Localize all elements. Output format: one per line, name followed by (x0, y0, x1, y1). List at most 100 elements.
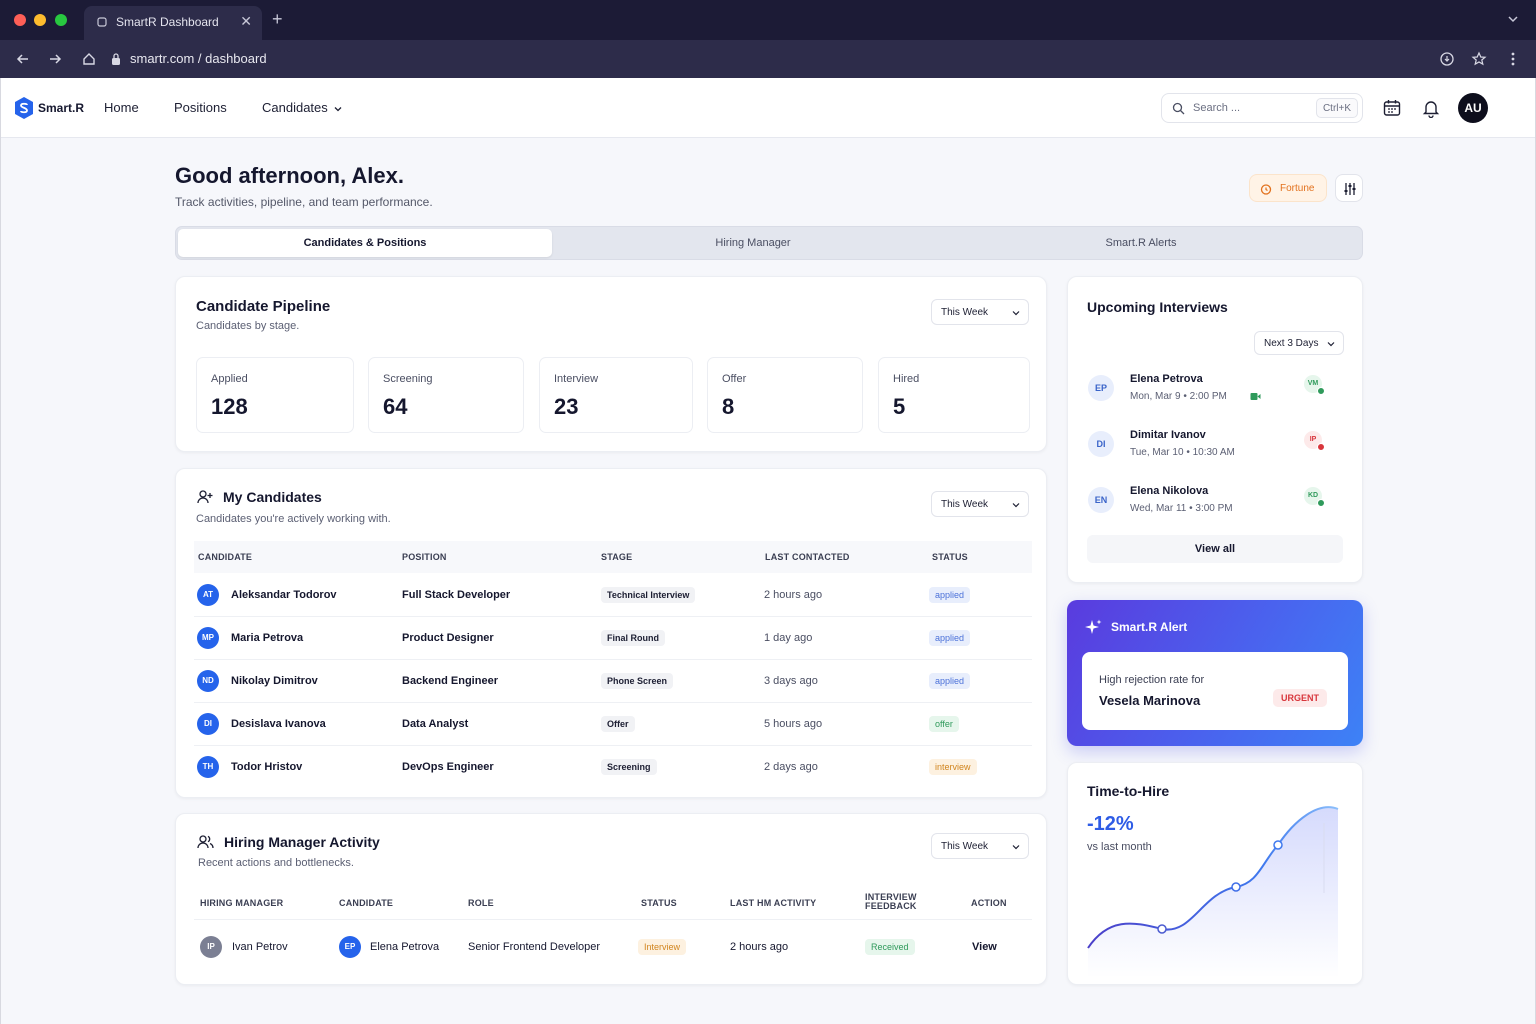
close-tab-icon[interactable]: ✕ (240, 13, 252, 29)
chart-point[interactable] (1273, 840, 1283, 850)
candidate-avatar: ND (197, 670, 219, 692)
interview-time: Mon, Mar 9 • 2:00 PM (1130, 391, 1227, 402)
interviewer-initials: IP (1309, 436, 1317, 443)
stat-hired[interactable]: Hired 5 (878, 357, 1030, 433)
interview-candidate-name: Elena Nikolova (1130, 485, 1209, 497)
pipeline-range-select[interactable]: This Week (931, 299, 1029, 325)
interview-time: Wed, Mar 11 • 3:00 PM (1130, 503, 1233, 514)
my-candidates-range-select[interactable]: This Week (931, 491, 1029, 517)
browser-titlebar: SmartR Dashboard ✕ + (0, 0, 1536, 40)
interviewer-badge: IP (1304, 431, 1325, 451)
tab-candidates-positions[interactable]: Candidates & Positions (178, 229, 552, 257)
interviewer-initials: VM (1307, 380, 1319, 387)
candidate-name[interactable]: Nikolay Dimitrov (231, 675, 318, 687)
stat-value: 64 (383, 394, 408, 419)
nav-link-candidates[interactable]: Candidates (262, 100, 342, 115)
my-candidates-subtitle: Candidates you're actively working with. (196, 513, 391, 525)
view-all-button[interactable]: View all (1087, 535, 1343, 563)
table-row[interactable]: AT Aleksandar Todorov Full Stack Developer… (194, 574, 1032, 617)
sliders-icon (1344, 183, 1356, 195)
interviewer-badge: KD (1304, 487, 1325, 507)
user-avatar[interactable]: AU (1458, 93, 1488, 123)
stat-interview[interactable]: Interview 23 (539, 357, 693, 433)
table-row[interactable]: MP Maria Petrova Product Designer Final Rou… (194, 617, 1032, 660)
tab-title: SmartR Dashboard (116, 15, 219, 29)
lock-icon (112, 53, 120, 65)
table-row[interactable]: ND Nikolay Dimitrov Backend Engineer Phone … (194, 660, 1032, 703)
stat-offer[interactable]: Offer 8 (707, 357, 863, 433)
fortune-button[interactable]: Fortune (1249, 174, 1327, 202)
stage-chip: Final Round (601, 630, 665, 646)
stat-applied[interactable]: Applied 128 (196, 357, 354, 433)
chevron-down-icon[interactable] (1506, 12, 1520, 26)
interview-candidate-name: Elena Petrova (1130, 373, 1203, 385)
smartr-alert-card[interactable]: Smart.R Alert High rejection rate for Ve… (1067, 600, 1363, 746)
hm-activity-range-value: This Week (941, 841, 989, 852)
interviews-range-select[interactable]: Next 3 Days (1254, 331, 1344, 355)
candidate-name[interactable]: Maria Petrova (231, 632, 304, 644)
star-icon[interactable] (1470, 50, 1488, 68)
hm-activity-range-select[interactable]: This Week (931, 833, 1029, 859)
chart-point[interactable] (1157, 924, 1167, 934)
candidate-name[interactable]: Todor Hristov (231, 761, 303, 773)
close-window-button[interactable] (14, 14, 26, 26)
stat-screening[interactable]: Screening 64 (368, 357, 524, 433)
interview-item[interactable]: EN Elena Nikolova Wed, Mar 11 • 3:00 PM KD (1086, 477, 1344, 525)
candidate-position: Backend Engineer (402, 675, 498, 687)
time-to-hire-caption: vs last month (1087, 841, 1152, 853)
download-icon[interactable] (1438, 50, 1456, 68)
status-badge: applied (929, 673, 971, 689)
stat-label: Applied (211, 373, 248, 385)
more-vertical-icon[interactable] (1504, 50, 1522, 68)
table-row[interactable]: TH Todor Hristov DevOps Engineer Screening 2… (194, 746, 1032, 789)
view-link[interactable]: View (972, 941, 997, 953)
top-navigation: Smart.R Home Positions Candidates Search… (1, 78, 1535, 138)
back-arrow-icon[interactable] (14, 50, 32, 68)
table-row[interactable]: DI Desislava Ivanova Data Analyst Offer 5 ho… (194, 703, 1032, 746)
smartr-logo-icon[interactable] (13, 96, 35, 120)
dashboard-tabs: Candidates & Positions Hiring Manager Sm… (175, 226, 1363, 260)
candidate-avatar: MP (197, 627, 219, 649)
chart-point[interactable] (1231, 882, 1241, 892)
column-header: ROLE (468, 898, 494, 908)
status-badge: Interview (638, 939, 687, 955)
candidate-avatar: DI (197, 713, 219, 735)
search-input[interactable]: Search ... Ctrl+K (1161, 93, 1363, 123)
my-candidates-title: My Candidates (223, 489, 322, 505)
filter-settings-button[interactable] (1335, 174, 1363, 202)
tab-hiring-manager[interactable]: Hiring Manager (715, 237, 791, 249)
urgent-badge: URGENT (1273, 689, 1327, 707)
forward-arrow-icon[interactable] (46, 50, 64, 68)
nav-link-positions[interactable]: Positions (174, 100, 227, 115)
last-contacted: 2 days ago (764, 761, 818, 773)
column-header: INTERVIEW FEEDBACK (865, 892, 917, 911)
status-dot (1317, 387, 1325, 395)
alert-title: Smart.R Alert (1111, 620, 1188, 634)
chevron-down-icon (1327, 342, 1335, 347)
calendar-icon[interactable] (1382, 98, 1402, 118)
home-icon[interactable] (80, 50, 98, 68)
interview-item[interactable]: DI Dimitar Ivanov Tue, Mar 10 • 10:30 AM IP (1086, 421, 1344, 469)
stat-value: 23 (554, 394, 579, 419)
tab-smartr-alerts[interactable]: Smart.R Alerts (1105, 237, 1177, 249)
candidate-position: Product Designer (402, 632, 494, 644)
maximize-window-button[interactable] (55, 14, 67, 26)
minimize-window-button[interactable] (34, 14, 46, 26)
bell-icon[interactable] (1421, 98, 1441, 118)
stat-value: 128 (211, 394, 248, 419)
brand-name[interactable]: Smart.R (38, 101, 85, 115)
status-badge: offer (929, 716, 959, 732)
column-header: STAGE (601, 552, 633, 562)
stat-label: Interview (554, 373, 599, 385)
alert-body: High rejection rate for Vesela Marinova … (1082, 652, 1348, 730)
sparkle-icon (1085, 619, 1102, 634)
new-tab-button[interactable]: + (272, 9, 283, 29)
candidate-name[interactable]: Aleksandar Todorov (231, 589, 337, 601)
hiring-manager-activity-card: Hiring Manager Activity Recent actions a… (175, 813, 1047, 985)
candidate-name[interactable]: Desislava Ivanova (231, 718, 326, 730)
interview-item[interactable]: EP Elena Petrova Mon, Mar 9 • 2:00 PM VM (1086, 365, 1344, 413)
nav-link-home[interactable]: Home (104, 100, 139, 115)
browser-tab[interactable]: SmartR Dashboard ✕ (84, 6, 262, 40)
url-field[interactable]: smartr.com / dashboard (130, 51, 267, 66)
table-row[interactable]: IP Ivan Petrov EP Elena Petrova Senior F… (194, 926, 1032, 969)
